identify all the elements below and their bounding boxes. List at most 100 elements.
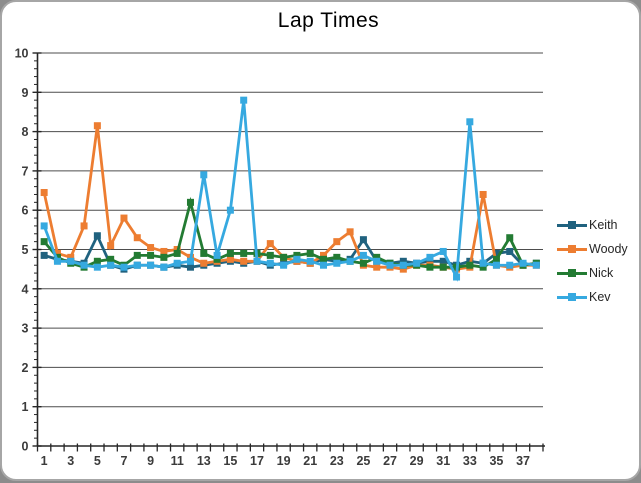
- series-line-keith[interactable]: [43, 232, 537, 271]
- series-marker-nick[interactable]: [280, 253, 288, 261]
- series-marker-woody[interactable]: [67, 253, 75, 261]
- series-marker-kev[interactable]: [506, 261, 514, 269]
- series-marker-kev[interactable]: [359, 251, 367, 259]
- series-marker-kev[interactable]: [346, 257, 354, 265]
- series-marker-kev[interactable]: [147, 261, 155, 269]
- series-marker-keith[interactable]: [186, 263, 194, 271]
- series-marker-woody[interactable]: [240, 257, 248, 265]
- series-marker-kev[interactable]: [67, 257, 75, 265]
- series-marker-nick[interactable]: [133, 251, 141, 259]
- series-marker-woody[interactable]: [120, 214, 128, 222]
- series-marker-woody[interactable]: [40, 189, 48, 197]
- series-marker-kev[interactable]: [133, 261, 141, 269]
- series-marker-nick[interactable]: [200, 249, 208, 257]
- series-marker-kev[interactable]: [439, 247, 447, 255]
- series-marker-kev[interactable]: [306, 257, 314, 265]
- series-marker-nick[interactable]: [40, 238, 48, 246]
- series-marker-kev[interactable]: [293, 255, 301, 263]
- series-marker-nick[interactable]: [466, 261, 474, 269]
- series-marker-woody[interactable]: [320, 251, 328, 259]
- series-marker-kev[interactable]: [226, 206, 234, 214]
- series-marker-nick[interactable]: [426, 263, 434, 271]
- series-marker-kev[interactable]: [453, 273, 461, 281]
- series-marker-kev[interactable]: [466, 118, 474, 126]
- series-marker-kev[interactable]: [519, 259, 527, 267]
- series-marker-keith[interactable]: [506, 247, 514, 255]
- series-marker-woody[interactable]: [266, 240, 274, 248]
- series-marker-nick[interactable]: [160, 253, 168, 261]
- series-marker-woody[interactable]: [160, 247, 168, 255]
- series-marker-nick[interactable]: [173, 249, 181, 257]
- series-line-kev[interactable]: [42, 99, 537, 282]
- series-marker-woody[interactable]: [373, 263, 381, 271]
- series-marker-kev[interactable]: [426, 253, 434, 261]
- series-marker-nick[interactable]: [186, 198, 194, 206]
- series-marker-kev[interactable]: [532, 261, 540, 269]
- series-marker-woody[interactable]: [93, 122, 101, 130]
- series-marker-keith[interactable]: [399, 257, 407, 265]
- series-marker-kev[interactable]: [160, 263, 168, 271]
- series-marker-kev[interactable]: [120, 263, 128, 271]
- series-marker-kev[interactable]: [53, 257, 61, 265]
- series-marker-keith[interactable]: [426, 257, 434, 265]
- series-marker-nick[interactable]: [226, 249, 234, 257]
- series-marker-nick[interactable]: [492, 255, 500, 263]
- series-marker-kev[interactable]: [479, 259, 487, 267]
- legend-item-woody[interactable]: Woody: [557, 237, 628, 261]
- series-marker-kev[interactable]: [107, 261, 115, 269]
- series-marker-woody[interactable]: [133, 234, 141, 242]
- series-marker-kev[interactable]: [240, 96, 248, 104]
- series-marker-nick[interactable]: [439, 263, 447, 271]
- series-marker-nick[interactable]: [359, 259, 367, 267]
- series-marker-woody[interactable]: [147, 244, 155, 252]
- series-marker-kev[interactable]: [373, 257, 381, 265]
- series-marker-kev[interactable]: [280, 261, 288, 269]
- series-marker-nick[interactable]: [213, 255, 221, 263]
- series-marker-kev[interactable]: [213, 251, 221, 259]
- series-marker-nick[interactable]: [333, 253, 341, 261]
- series-marker-kev[interactable]: [386, 261, 394, 269]
- series-marker-kev[interactable]: [492, 261, 500, 269]
- series-marker-kev[interactable]: [93, 263, 101, 271]
- series-marker-kev[interactable]: [266, 259, 274, 267]
- series-marker-nick[interactable]: [266, 251, 274, 259]
- series-marker-nick[interactable]: [306, 249, 314, 257]
- series-marker-kev[interactable]: [320, 261, 328, 269]
- series-marker-nick[interactable]: [107, 255, 115, 263]
- series-marker-woody[interactable]: [226, 255, 234, 263]
- series-marker-kev[interactable]: [80, 261, 88, 269]
- series-marker-nick[interactable]: [293, 251, 301, 259]
- series-marker-keith[interactable]: [439, 257, 447, 265]
- series-marker-woody[interactable]: [333, 238, 341, 246]
- series-marker-woody[interactable]: [346, 228, 354, 236]
- series-marker-woody[interactable]: [200, 259, 208, 267]
- legend-item-kev[interactable]: Kev: [557, 285, 628, 309]
- series-marker-nick[interactable]: [506, 234, 514, 242]
- series-marker-keith[interactable]: [93, 232, 101, 240]
- series-marker-kev[interactable]: [200, 171, 208, 179]
- series-marker-kev[interactable]: [253, 257, 261, 265]
- series-marker-nick[interactable]: [240, 249, 248, 257]
- series-marker-woody[interactable]: [53, 249, 61, 257]
- series-marker-kev[interactable]: [173, 259, 181, 267]
- series-marker-keith[interactable]: [40, 251, 48, 259]
- series-marker-woody[interactable]: [107, 242, 115, 250]
- series-marker-woody[interactable]: [479, 190, 487, 198]
- series-marker-nick[interactable]: [479, 263, 487, 271]
- series-marker-woody[interactable]: [80, 222, 88, 230]
- series-marker-nick[interactable]: [93, 257, 101, 265]
- series-marker-nick[interactable]: [320, 255, 328, 263]
- series-marker-nick[interactable]: [373, 253, 381, 261]
- series-marker-kev[interactable]: [413, 259, 421, 267]
- series-marker-nick[interactable]: [147, 251, 155, 259]
- series-marker-keith[interactable]: [492, 249, 500, 257]
- series-marker-keith[interactable]: [359, 236, 367, 244]
- series-marker-kev[interactable]: [40, 222, 48, 230]
- series-marker-kev[interactable]: [186, 257, 194, 265]
- series-marker-kev[interactable]: [399, 261, 407, 269]
- series-marker-kev[interactable]: [333, 259, 341, 267]
- legend-item-keith[interactable]: Keith: [557, 213, 628, 237]
- series-marker-woody[interactable]: [399, 265, 407, 273]
- legend-item-nick[interactable]: Nick: [557, 261, 628, 285]
